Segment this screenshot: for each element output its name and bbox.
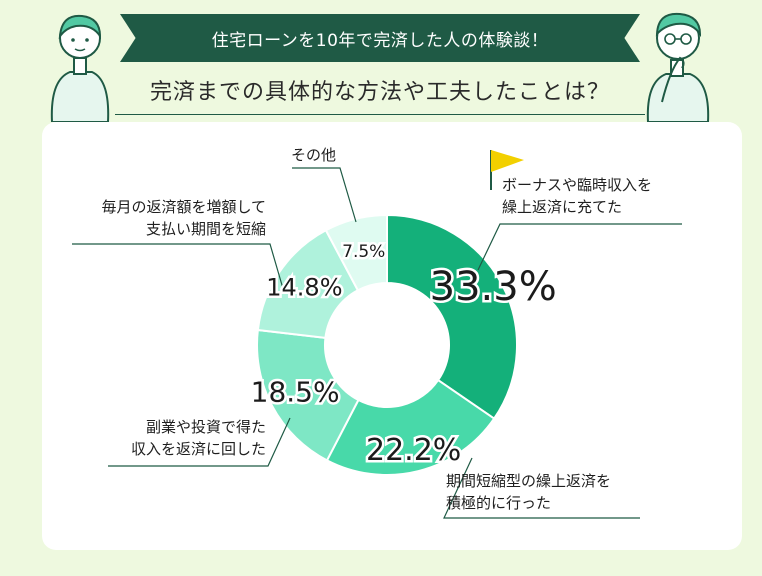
flag-icon	[490, 150, 524, 190]
person-right-illustration	[646, 12, 710, 122]
leader-line-side-income	[108, 417, 291, 467]
leader-line-bonus	[477, 223, 682, 271]
header-banner: 住宅ローンを10年で完済した人の体験談！	[120, 14, 640, 62]
category-label-bonus: ボーナスや臨時収入を繰上返済に充てた	[502, 176, 652, 216]
category-label-period: 期間短縮型の繰上返済を積極的に行った	[446, 472, 611, 512]
leader-line-other	[292, 167, 357, 223]
person-left-illustration	[50, 14, 110, 122]
slice-period	[325, 378, 496, 476]
chart-card	[42, 122, 742, 550]
page-title: 完済までの具体的な方法や工夫したことは？	[149, 80, 610, 105]
slice-bonus	[386, 213, 518, 420]
leader-line-period	[443, 457, 640, 519]
slice-other	[324, 213, 388, 292]
pct-label-side-income: 18.5%	[251, 376, 340, 409]
category-label-monthly: 毎月の返済額を増額して支払い期間を短縮	[101, 198, 266, 238]
pct-label-period: 22.2%	[366, 433, 461, 468]
pct-label-other: 7.5%	[342, 242, 385, 262]
pct-label-bonus: 33.3%	[430, 264, 557, 310]
category-label-other: その他	[291, 146, 336, 164]
pct-label-monthly: 14.8%	[266, 274, 342, 302]
leader-line-monthly	[72, 243, 285, 293]
banner-text: 住宅ローンを10年で完済した人の体験談！	[211, 30, 549, 51]
slice-side-income	[256, 328, 360, 462]
category-label-side-income: 副業や投資で得た収入を返済に回した	[131, 418, 266, 458]
title-underline	[115, 114, 645, 115]
